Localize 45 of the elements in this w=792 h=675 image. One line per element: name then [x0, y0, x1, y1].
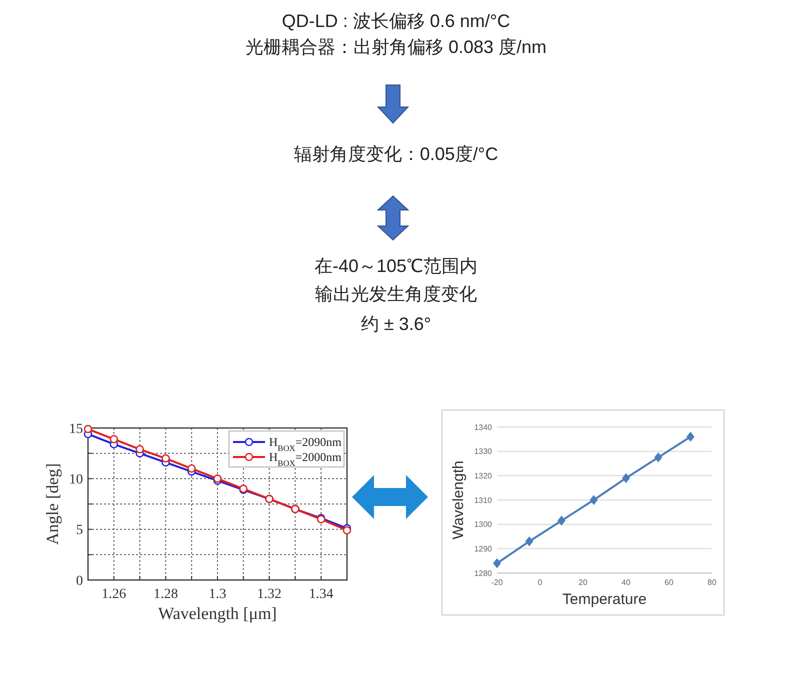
point — [187, 464, 196, 473]
y-tick-label: 1320 — [474, 471, 493, 480]
y-tick-label: 1330 — [474, 447, 493, 456]
y-tick-label: 1300 — [474, 520, 493, 530]
point — [162, 454, 170, 463]
x-tick-label: 1.28 — [153, 587, 178, 602]
y-tick-label: 10 — [69, 472, 83, 488]
text: 约 ± 3.6° — [360, 314, 432, 334]
text: 辐射角度变化：0.05度/°C — [294, 144, 498, 164]
point — [654, 452, 662, 462]
point — [525, 536, 534, 546]
point — [136, 445, 144, 454]
point — [84, 424, 92, 434]
y-tick-label: 15 — [69, 422, 83, 437]
x-tick-label: 1.26 — [102, 587, 126, 602]
x-tick-label: 1.3 — [208, 587, 226, 602]
y-tick-label: 5 — [76, 523, 83, 538]
y-axis-title: Angle [deg] — [43, 463, 62, 545]
y-tick-label: 1280 — [474, 568, 493, 578]
point — [110, 434, 118, 444]
legend-label: H$_{BOX}$=2090nm — [269, 435, 342, 452]
y-axis-title: Wavelength — [450, 460, 467, 540]
text: QD-LD : 波长偏移 0.6 nm/°C — [282, 11, 510, 31]
point — [493, 558, 501, 568]
x-tick-label: -20 — [491, 578, 504, 587]
x-tick-label: 0 — [538, 578, 543, 587]
text: 在-40～105℃范围内 — [314, 256, 478, 276]
y-tick-label: 1290 — [474, 544, 493, 554]
legend-label: H$_{BOX}$=2000nm — [269, 450, 342, 468]
x-tick-label: 1.34 — [308, 587, 334, 602]
text: 光栅耦合器：出射角偏移 0.083 度/nm — [245, 37, 547, 57]
point — [590, 495, 598, 505]
x-axis-title: Temperature — [562, 591, 647, 608]
y-tick-label: 1340 — [474, 422, 493, 432]
y-tick-label: 1310 — [474, 496, 493, 505]
x-axis-title: Wavelength [μm] — [158, 604, 277, 623]
point — [558, 516, 566, 526]
x-tick-label: 20 — [578, 578, 588, 587]
point — [686, 432, 694, 442]
point — [622, 473, 630, 484]
x-tick-label: 60 — [664, 578, 674, 587]
x-tick-label: 80 — [708, 578, 717, 587]
text: 输出光发生角度变化 — [315, 284, 477, 304]
x-tick-label: 40 — [622, 578, 631, 587]
x-tick-label: 1.32 — [257, 587, 282, 602]
